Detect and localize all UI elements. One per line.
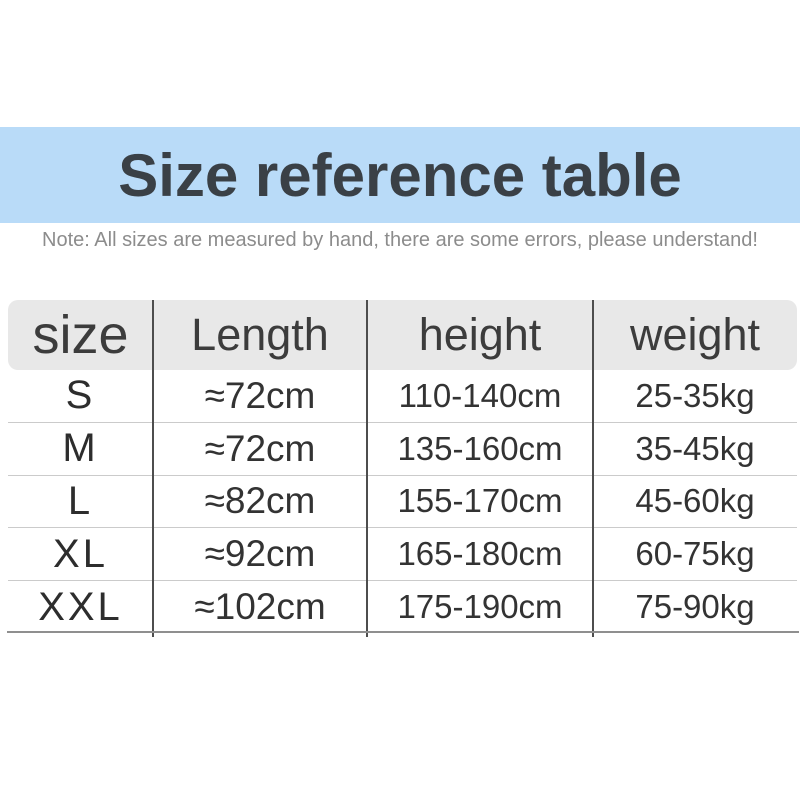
cell-size: M <box>62 426 99 471</box>
cell-weight: 45-60kg <box>635 482 755 520</box>
column-header-weight: weight <box>629 309 761 360</box>
cell-weight: 25-35kg <box>635 376 755 414</box>
cell-height: 155-170cm <box>397 482 563 520</box>
cell-length: ≈102cm <box>194 586 326 628</box>
cell-weight: 60-75kg <box>635 535 755 573</box>
cell-size: XL <box>53 531 108 576</box>
column-divider <box>366 300 368 637</box>
cell-length: ≈82cm <box>204 480 316 522</box>
column-header-length: Length <box>191 309 329 360</box>
table-row: L ≈82cm 155-170cm 45-60kg <box>8 476 797 529</box>
table-header-row: size Length height weight <box>8 300 797 370</box>
column-divider <box>592 300 594 637</box>
title-banner: Size reference table <box>0 127 800 223</box>
measurement-note: Note: All sizes are measured by hand, th… <box>42 229 758 251</box>
page-title: Size reference table <box>118 141 682 209</box>
column-header-height: height <box>418 309 542 360</box>
cell-weight: 35-45kg <box>635 429 755 467</box>
column-divider <box>152 300 154 637</box>
cell-size: XXL <box>38 584 123 629</box>
table-row: S ≈72cm 110-140cm 25-35kg <box>8 370 797 423</box>
cell-length: ≈92cm <box>204 533 316 575</box>
cell-height: 175-190cm <box>397 588 563 626</box>
table-bottom-border <box>7 631 799 633</box>
cell-size: S <box>65 373 96 418</box>
cell-height: 135-160cm <box>397 429 563 467</box>
cell-height: 165-180cm <box>397 535 563 573</box>
table-row: XL ≈92cm 165-180cm 60-75kg <box>8 528 797 582</box>
size-reference-table: size Length height weight S ≈72cm 110-14… <box>7 300 799 637</box>
table-body: S ≈72cm 110-140cm 25-35kg M ≈72cm 135-16… <box>8 370 797 633</box>
column-header-size: size <box>32 305 129 365</box>
table-row: XXL ≈102cm 175-190cm 75-90kg <box>8 581 797 633</box>
cell-height: 110-140cm <box>398 376 562 414</box>
table-row: M ≈72cm 135-160cm 35-45kg <box>8 423 797 476</box>
cell-length: ≈72cm <box>204 374 316 416</box>
cell-weight: 75-90kg <box>635 588 755 626</box>
cell-size: L <box>67 478 94 523</box>
cell-length: ≈72cm <box>204 427 316 469</box>
